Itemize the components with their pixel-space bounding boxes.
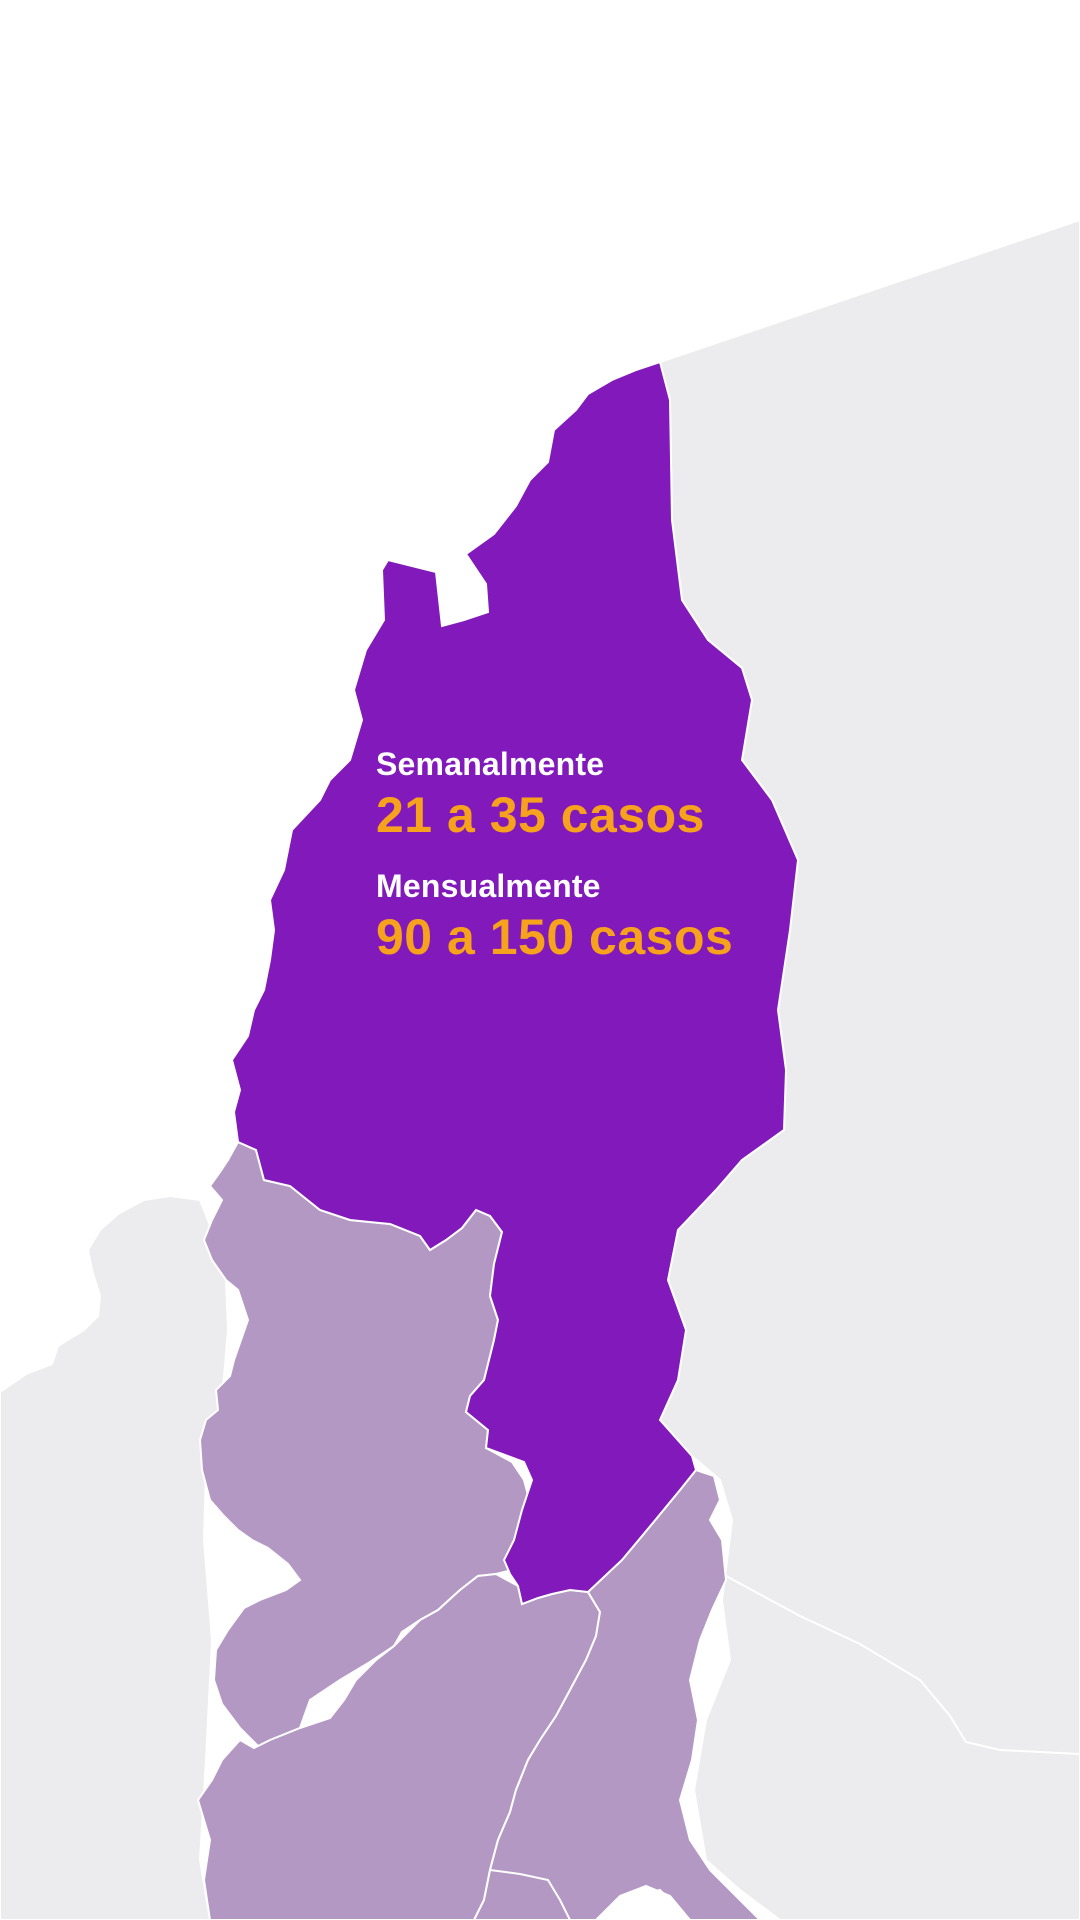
neighbor-land-west [0, 1194, 230, 1920]
monthly-value: 90 a 150 casos [376, 909, 734, 965]
weekly-value: 21 a 35 casos [376, 787, 705, 843]
adjacent-region-southeast [472, 1468, 762, 1920]
lower-internal-border [489, 1869, 691, 1920]
case-stats-panel: Semanalmente 21 a 35 casos Mensualmente … [376, 744, 733, 988]
neighbor-border-line [725, 1575, 1080, 1755]
monthly-label: Mensualmente [376, 868, 601, 904]
highlighted-region [230, 360, 800, 1606]
weekly-label: Semanalmente [376, 746, 605, 782]
